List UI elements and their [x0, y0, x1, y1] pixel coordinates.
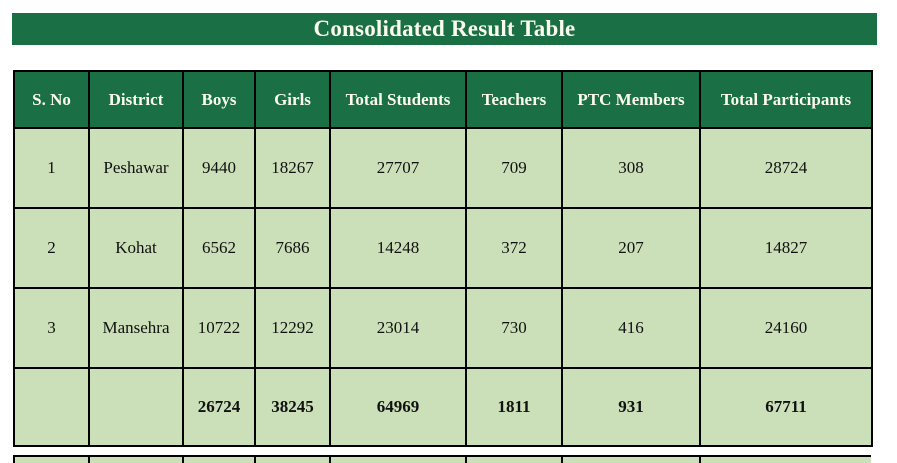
next-row-cutoff — [13, 455, 871, 463]
table-cell: 3 — [13, 287, 90, 369]
totals-cell: 67711 — [699, 367, 873, 447]
table-cell: 416 — [561, 287, 701, 369]
table-cell: Peshawar — [88, 127, 184, 209]
table-cell: 10722 — [182, 287, 256, 369]
table-cell: 709 — [465, 127, 563, 209]
table-cell: 730 — [465, 287, 563, 369]
header-cell-total-participants: Total Participants — [699, 70, 873, 129]
table-cell: 372 — [465, 207, 563, 289]
table-cell: 27707 — [329, 127, 467, 209]
header-cell-ptc-members: PTC Members — [561, 70, 701, 129]
consolidated-result-table: S. No District Boys Girls Total Students… — [13, 70, 873, 447]
table-cell: 9440 — [182, 127, 256, 209]
cutoff-row — [13, 455, 871, 463]
table-cell: 14827 — [699, 207, 873, 289]
totals-cell: 64969 — [329, 367, 467, 447]
header-cell-girls: Girls — [254, 70, 331, 129]
totals-cell: 931 — [561, 367, 701, 447]
header-cell-total-students: Total Students — [329, 70, 467, 129]
table-cell: 23014 — [329, 287, 467, 369]
totals-cell — [13, 367, 90, 447]
table-row-kohat: 2 Kohat 6562 7686 14248 372 207 14827 — [13, 207, 873, 289]
title-banner: Consolidated Result Table — [12, 13, 877, 45]
table-cell: 18267 — [254, 127, 331, 209]
table-cell: 12292 — [254, 287, 331, 369]
table-cell: 28724 — [699, 127, 873, 209]
page-title: Consolidated Result Table — [313, 16, 576, 41]
table-cell: 308 — [561, 127, 701, 209]
table-cell: Mansehra — [88, 287, 184, 369]
header-cell-teachers: Teachers — [465, 70, 563, 129]
table-header-row: S. No District Boys Girls Total Students… — [13, 70, 873, 129]
header-cell-boys: Boys — [182, 70, 256, 129]
table-cell: 14248 — [329, 207, 467, 289]
totals-cell — [88, 367, 184, 447]
table-cell: Kohat — [88, 207, 184, 289]
table-cell: 1 — [13, 127, 90, 209]
table-cell: 6562 — [182, 207, 256, 289]
table-row-peshawar: 1 Peshawar 9440 18267 27707 709 308 2872… — [13, 127, 873, 209]
totals-cell: 1811 — [465, 367, 563, 447]
table-cell: 24160 — [699, 287, 873, 369]
table-totals-row: 26724 38245 64969 1811 931 67711 — [13, 367, 873, 447]
table-cell: 7686 — [254, 207, 331, 289]
table-cell: 2 — [13, 207, 90, 289]
header-cell-district: District — [88, 70, 184, 129]
totals-cell: 26724 — [182, 367, 256, 447]
table-row-mansehra: 3 Mansehra 10722 12292 23014 730 416 241… — [13, 287, 873, 369]
table-cell: 207 — [561, 207, 701, 289]
header-cell-s-no: S. No — [13, 70, 90, 129]
totals-cell: 38245 — [254, 367, 331, 447]
